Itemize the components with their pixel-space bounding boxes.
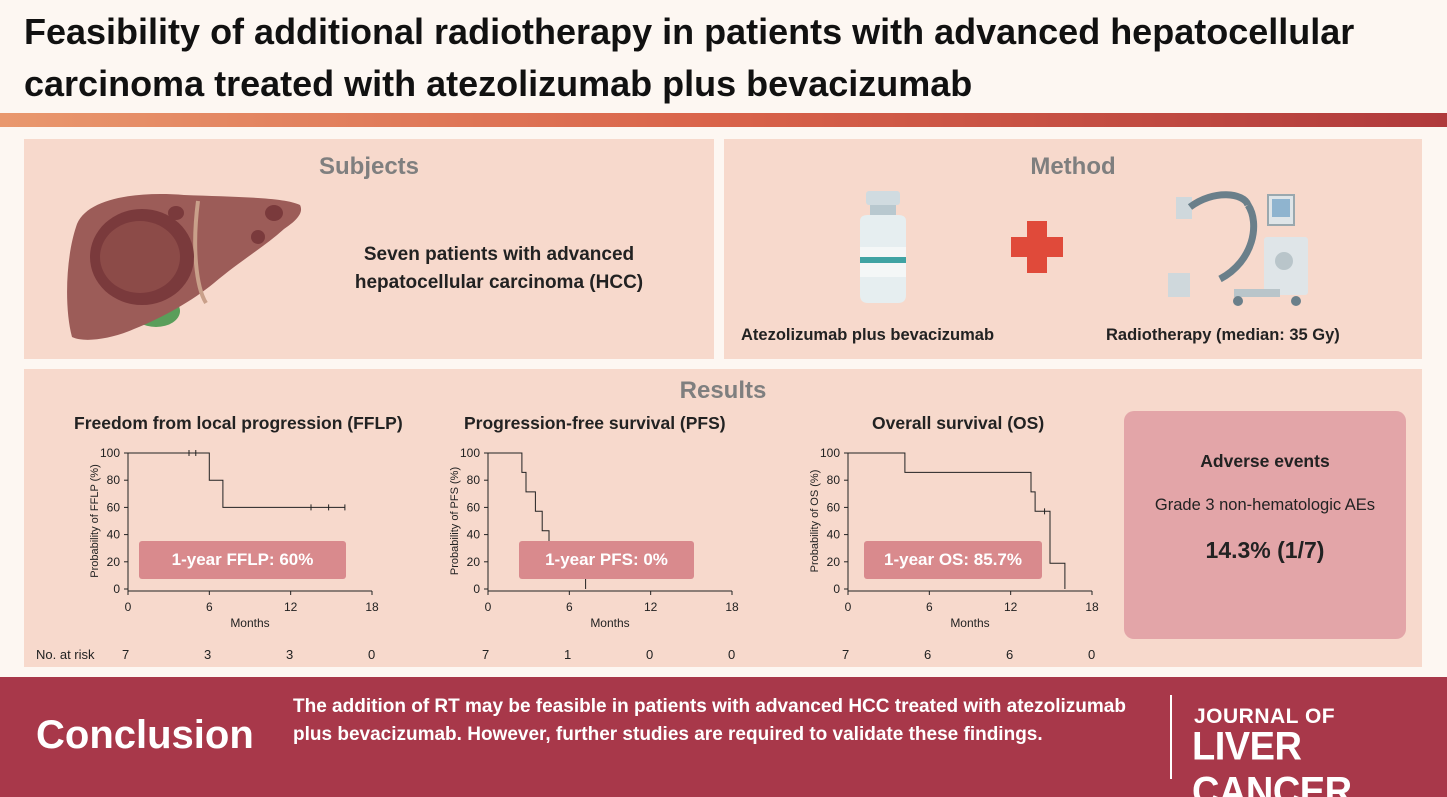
conclusion-divider — [1170, 695, 1172, 779]
at-risk-fflp-0: 7 — [122, 647, 130, 662]
liver-icon — [67, 194, 302, 340]
y-tick-label: 0 — [473, 582, 480, 596]
x-tick-label: 18 — [365, 600, 379, 614]
y-tick-label: 60 — [467, 500, 481, 514]
x-tick-label: 0 — [125, 600, 132, 614]
at-risk-pfs-12: 0 — [646, 647, 654, 662]
y-tick-label: 40 — [827, 528, 841, 542]
y-axis-label: Probability of PFS (%) — [449, 467, 461, 575]
at-risk-fflp-12: 3 — [286, 647, 294, 662]
adverse-events-subtitle: Grade 3 non-hematologic AEs — [1154, 496, 1376, 514]
at-risk-pfs-6: 1 — [564, 647, 572, 662]
survival-curve — [848, 452, 1066, 589]
adverse-events-box: Adverse events Grade 3 non-hematologic A… — [1124, 411, 1406, 639]
y-tick-label: 20 — [827, 555, 841, 569]
results-heading: Results — [679, 377, 767, 404]
km-chart-os: 0 20 40 60 80 100 0 6 12 18 Months Probability of O… — [809, 446, 1099, 630]
y-tick-label: 20 — [107, 555, 121, 569]
y-axis-label: Probability of FFLP (%) — [89, 464, 101, 578]
drug-caption: Atezolizumab plus bevacizumab — [741, 326, 995, 344]
x-tick-label: 6 — [926, 600, 933, 614]
x-tick-label: 12 — [1004, 600, 1018, 614]
journal-logo-line1: JOURNAL OF — [1194, 705, 1336, 728]
x-axis-label: Months — [950, 616, 989, 630]
at-risk-os-12: 6 — [1006, 647, 1014, 662]
y-tick-label: 60 — [827, 500, 841, 514]
y-tick-label: 80 — [107, 473, 121, 487]
drug-vial-icon — [860, 191, 906, 303]
y-tick-label: 0 — [833, 582, 840, 596]
x-axis-label: Months — [590, 616, 629, 630]
x-tick-label: 6 — [206, 600, 213, 614]
y-tick-label: 20 — [467, 555, 481, 569]
x-tick-label: 6 — [566, 600, 573, 614]
x-tick-label: 18 — [1085, 600, 1099, 614]
conclusion-label: Conclusion — [36, 713, 254, 757]
y-tick-label: 40 — [107, 528, 121, 542]
stat-box-fflp: 1-year FFLP: 60% — [139, 541, 346, 579]
journal-logo-line2: LIVER CANCER — [1192, 724, 1352, 797]
x-tick-label: 0 — [845, 600, 852, 614]
y-axis-label: Probability of OS (%) — [809, 470, 821, 573]
at-risk-pfs-18: 0 — [728, 647, 736, 662]
method-heading: Method — [1030, 153, 1116, 180]
at-risk-fflp-6: 3 — [204, 647, 212, 662]
results-panel: Results Freedom from local progression (… — [24, 369, 1422, 667]
adverse-events-title: Adverse events — [1200, 451, 1330, 471]
x-tick-label: 18 — [725, 600, 739, 614]
radiotherapy-caption: Radiotherapy (median: 35 Gy) — [1106, 326, 1340, 344]
y-tick-label: 100 — [460, 446, 480, 460]
method-panel: Method Atezolizumab plus bevacizumab Rad… — [724, 139, 1422, 359]
x-tick-label: 0 — [485, 600, 492, 614]
at-risk-os-18: 0 — [1088, 647, 1096, 662]
at-risk-os-6: 6 — [924, 647, 932, 662]
x-tick-label: 12 — [284, 600, 298, 614]
stat-box-os: 1-year OS: 85.7% — [864, 541, 1042, 579]
x-axis-label: Months — [230, 616, 269, 630]
y-tick-label: 40 — [467, 528, 481, 542]
chart-title-fflp: Freedom from local progression (FFLP) — [74, 413, 403, 433]
y-tick-label: 60 — [107, 500, 121, 514]
y-tick-label: 80 — [827, 473, 841, 487]
y-tick-label: 80 — [467, 473, 481, 487]
at-risk-label: No. at risk — [36, 647, 95, 662]
title-divider-bar — [0, 113, 1447, 127]
subjects-description: Seven patients with advanced hepatocellu… — [354, 244, 644, 293]
plus-icon — [1011, 221, 1063, 273]
conclusion-band: Conclusion The addition of RT may be fea… — [0, 677, 1447, 797]
radiotherapy-machine-icon — [1168, 191, 1308, 306]
y-tick-label: 100 — [820, 446, 840, 460]
at-risk-pfs-0: 7 — [482, 647, 490, 662]
at-risk-fflp-18: 0 — [368, 647, 376, 662]
y-tick-label: 100 — [100, 446, 120, 460]
chart-title-pfs: Progression-free survival (PFS) — [464, 413, 726, 433]
subjects-panel: Subjects Seven patients with advanced he… — [24, 139, 714, 359]
at-risk-os-0: 7 — [842, 647, 850, 662]
conclusion-text: The addition of RT may be feasible in pa… — [293, 696, 1126, 745]
y-tick-label: 0 — [113, 582, 120, 596]
km-chart-fflp: 0 20 40 60 80 100 0 6 12 18 Months Probability of F… — [89, 446, 379, 630]
subjects-heading: Subjects — [318, 153, 420, 180]
survival-curve — [128, 452, 345, 508]
chart-title-os: Overall survival (OS) — [872, 413, 1045, 433]
x-tick-label: 12 — [644, 600, 658, 614]
adverse-events-value: 14.3% (1/7) — [1205, 537, 1325, 563]
page-title: Feasibility of additional radiotherapy i… — [24, 11, 1355, 104]
stat-box-pfs: 1-year PFS: 0% — [519, 541, 694, 579]
